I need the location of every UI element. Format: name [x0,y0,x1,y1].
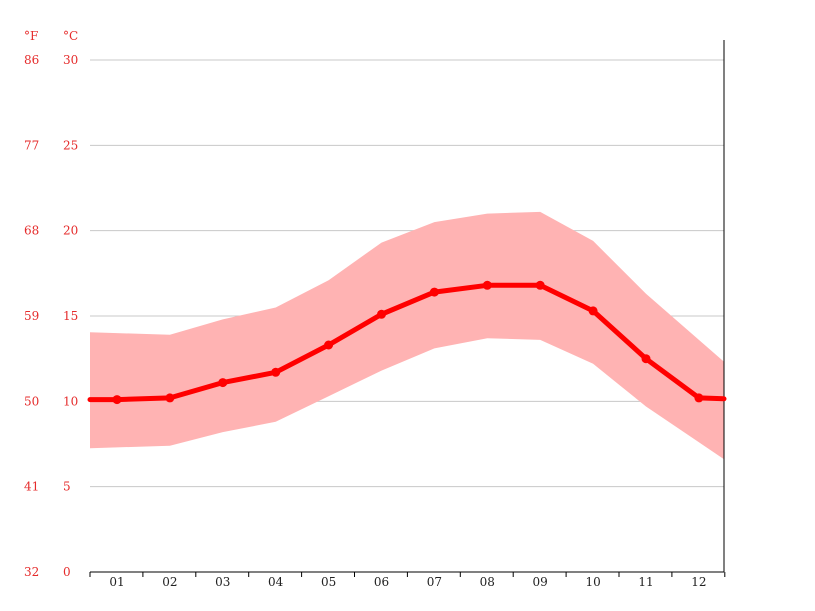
y-tick-celsius: 0 [63,565,71,579]
mean-point [112,395,122,405]
mean-point [535,280,545,290]
y-tick-fahrenheit: 50 [24,394,39,408]
y-tick-fahrenheit: 77 [24,138,39,152]
y-tick-celsius: 25 [63,138,78,152]
y-tick-fahrenheit: 68 [24,224,39,238]
y-tick-celsius: 5 [63,480,71,494]
x-tick-label: 02 [162,575,177,589]
y-tick-celsius: 15 [63,309,78,323]
x-axis-ticks: 01 02 03 04 05 06 07 08 09 10 11 12 [89,572,726,589]
fahrenheit-unit-label: °F [24,29,38,43]
mean-temperature-line [87,282,727,403]
celsius-unit-label: °C [63,29,78,43]
mean-temperature-points [112,280,704,405]
mean-point [482,280,492,290]
mean-point [429,287,439,297]
mean-point [218,378,228,388]
mean-point [271,367,281,377]
x-tick-label: 07 [427,575,442,589]
axis-labels: °F °C 0 32 5 41 10 50 15 59 20 68 25 77 30 86 [24,29,78,579]
x-tick-label: 03 [215,575,230,589]
y-tick-fahrenheit: 59 [24,309,39,323]
mean-point [694,393,704,403]
x-tick-label: 11 [638,575,653,589]
y-tick-fahrenheit: 86 [24,53,39,67]
y-tick-fahrenheit: 41 [24,480,39,494]
mean-point [324,340,334,350]
mean-point [377,309,386,319]
x-tick-label: 05 [321,575,336,589]
x-tick-label: 04 [268,575,284,589]
y-tick-celsius: 30 [63,53,78,67]
mean-point [641,354,651,364]
x-tick-label: 10 [585,575,600,589]
y-tick-fahrenheit: 32 [24,565,39,579]
temperature-range-band [90,211,724,460]
mean-point [165,393,175,403]
y-tick-celsius: 10 [63,394,78,408]
x-tick-label: 08 [480,575,495,589]
mean-point [588,306,598,316]
x-tick-label: 01 [109,575,124,589]
x-tick-label: 09 [533,575,548,589]
y-tick-celsius: 20 [63,224,78,238]
x-tick-label: 06 [374,575,389,589]
x-tick-label: 12 [691,575,706,589]
